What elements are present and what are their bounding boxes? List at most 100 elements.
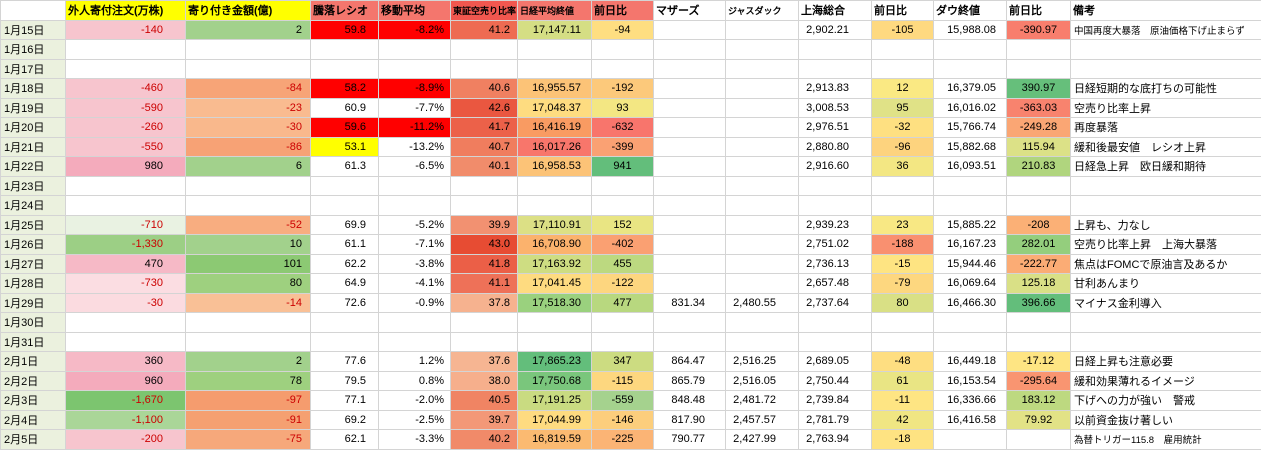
cell-short-sell-ratio[interactable] xyxy=(450,195,518,216)
cell-short-sell-ratio[interactable]: 40.2 xyxy=(450,429,518,450)
cell-dow-change[interactable]: 125.18 xyxy=(1006,273,1071,294)
col-header-shanghai[interactable]: 上海総合 xyxy=(798,0,872,21)
cell-moving-average[interactable]: -3.8% xyxy=(378,253,451,274)
cell-note[interactable]: 中国再度大暴落 原油価格下げ止まらず xyxy=(1070,19,1261,40)
cell-nikkei-close[interactable]: 16,017.26 xyxy=(517,136,592,157)
cell-updown-ratio[interactable]: 72.6 xyxy=(310,292,379,313)
cell-shanghai-change[interactable]: -79 xyxy=(871,273,934,294)
cell-jasdaq[interactable] xyxy=(725,273,799,294)
cell-foreign-orders[interactable]: -710 xyxy=(65,214,186,235)
cell-jasdaq[interactable] xyxy=(725,117,799,138)
cell-mothers[interactable] xyxy=(653,39,726,60)
cell-moving-average[interactable]: -7.7% xyxy=(378,97,451,118)
cell-date[interactable]: 2月2日 xyxy=(0,370,66,391)
cell-mothers[interactable]: 865.79 xyxy=(653,370,726,391)
cell-date[interactable]: 1月24日 xyxy=(0,195,66,216)
cell-nikkei-change[interactable] xyxy=(591,312,654,333)
cell-shanghai-change[interactable]: 80 xyxy=(871,292,934,313)
cell-dow-close[interactable]: 15,766.74 xyxy=(933,117,1007,138)
cell-shanghai[interactable]: 2,763.94 xyxy=(798,429,872,450)
cell-short-sell-ratio[interactable] xyxy=(450,58,518,79)
cell-mothers[interactable] xyxy=(653,331,726,352)
cell-jasdaq[interactable]: 2,427.99 xyxy=(725,429,799,450)
cell-shanghai-change[interactable]: 23 xyxy=(871,214,934,235)
cell-nikkei-close[interactable] xyxy=(517,175,592,196)
cell-mothers[interactable]: 790.77 xyxy=(653,429,726,450)
cell-nikkei-change[interactable] xyxy=(591,39,654,60)
cell-nikkei-close[interactable]: 17,163.92 xyxy=(517,253,592,274)
cell-note[interactable]: 空売り比率上昇 上海大暴落 xyxy=(1070,234,1261,255)
cell-nikkei-change[interactable]: -559 xyxy=(591,390,654,411)
cell-jasdaq[interactable] xyxy=(725,214,799,235)
col-header-opening-amount[interactable]: 寄り付き金額(億) xyxy=(185,0,311,21)
cell-note[interactable]: 上昇も、力なし xyxy=(1070,214,1261,235)
cell-date[interactable]: 1月18日 xyxy=(0,78,66,99)
cell-dow-change[interactable] xyxy=(1006,195,1071,216)
cell-moving-average[interactable]: -5.2% xyxy=(378,214,451,235)
cell-shanghai-change[interactable]: 42 xyxy=(871,409,934,430)
cell-jasdaq[interactable]: 2,516.05 xyxy=(725,370,799,391)
cell-foreign-orders[interactable] xyxy=(65,312,186,333)
cell-dow-close[interactable]: 16,093.51 xyxy=(933,156,1007,177)
cell-shanghai-change[interactable] xyxy=(871,175,934,196)
cell-shanghai-change[interactable]: -15 xyxy=(871,253,934,274)
cell-nikkei-change[interactable]: -402 xyxy=(591,234,654,255)
cell-updown-ratio[interactable] xyxy=(310,175,379,196)
cell-dow-change[interactable] xyxy=(1006,39,1071,60)
cell-foreign-orders[interactable]: -1,670 xyxy=(65,390,186,411)
cell-short-sell-ratio[interactable]: 40.1 xyxy=(450,156,518,177)
cell-dow-change[interactable]: -295.64 xyxy=(1006,370,1071,391)
cell-shanghai[interactable]: 2,751.02 xyxy=(798,234,872,255)
cell-nikkei-close[interactable] xyxy=(517,39,592,60)
cell-updown-ratio[interactable]: 77.1 xyxy=(310,390,379,411)
cell-date[interactable]: 1月21日 xyxy=(0,136,66,157)
cell-date[interactable]: 1月30日 xyxy=(0,312,66,333)
cell-jasdaq[interactable] xyxy=(725,58,799,79)
cell-mothers[interactable]: 848.48 xyxy=(653,390,726,411)
cell-opening-amount[interactable]: 2 xyxy=(185,351,311,372)
cell-shanghai-change[interactable] xyxy=(871,331,934,352)
cell-short-sell-ratio[interactable]: 41.8 xyxy=(450,253,518,274)
cell-opening-amount[interactable]: -14 xyxy=(185,292,311,313)
cell-updown-ratio[interactable]: 77.6 xyxy=(310,351,379,372)
cell-short-sell-ratio[interactable] xyxy=(450,331,518,352)
cell-shanghai[interactable]: 2,913.83 xyxy=(798,78,872,99)
cell-shanghai[interactable] xyxy=(798,175,872,196)
cell-updown-ratio[interactable]: 61.3 xyxy=(310,156,379,177)
cell-updown-ratio[interactable]: 69.9 xyxy=(310,214,379,235)
cell-date[interactable]: 1月27日 xyxy=(0,253,66,274)
col-header-short-sell-ratio[interactable]: 東証空売り比率 xyxy=(450,0,518,21)
cell-jasdaq[interactable]: 2,480.55 xyxy=(725,292,799,313)
cell-opening-amount[interactable] xyxy=(185,331,311,352)
cell-dow-change[interactable] xyxy=(1006,331,1071,352)
cell-foreign-orders[interactable]: -590 xyxy=(65,97,186,118)
cell-note[interactable]: 日経短期的な底打ちの可能性 xyxy=(1070,78,1261,99)
cell-updown-ratio[interactable]: 59.6 xyxy=(310,117,379,138)
cell-nikkei-close[interactable]: 17,865.23 xyxy=(517,351,592,372)
cell-nikkei-close[interactable]: 17,750.68 xyxy=(517,370,592,391)
cell-jasdaq[interactable] xyxy=(725,195,799,216)
cell-shanghai-change[interactable]: 36 xyxy=(871,156,934,177)
cell-updown-ratio[interactable] xyxy=(310,331,379,352)
col-header-shanghai-change[interactable]: 前日比 xyxy=(871,0,934,21)
cell-shanghai-change[interactable]: -188 xyxy=(871,234,934,255)
cell-shanghai[interactable]: 2,736.13 xyxy=(798,253,872,274)
cell-note[interactable]: 甘利あんまり xyxy=(1070,273,1261,294)
cell-opening-amount[interactable]: -23 xyxy=(185,97,311,118)
cell-moving-average[interactable]: -8.9% xyxy=(378,78,451,99)
cell-dow-change[interactable]: -222.77 xyxy=(1006,253,1071,274)
cell-moving-average[interactable] xyxy=(378,39,451,60)
cell-foreign-orders[interactable]: -140 xyxy=(65,19,186,40)
cell-dow-change[interactable]: 282.01 xyxy=(1006,234,1071,255)
cell-note[interactable]: 以前資金抜け著しい xyxy=(1070,409,1261,430)
cell-dow-close[interactable]: 15,988.08 xyxy=(933,19,1007,40)
cell-date[interactable]: 1月29日 xyxy=(0,292,66,313)
cell-shanghai-change[interactable]: -105 xyxy=(871,19,934,40)
cell-nikkei-change[interactable]: -94 xyxy=(591,19,654,40)
cell-nikkei-close[interactable]: 16,955.57 xyxy=(517,78,592,99)
cell-nikkei-close[interactable]: 17,044.99 xyxy=(517,409,592,430)
cell-jasdaq[interactable] xyxy=(725,39,799,60)
cell-dow-change[interactable] xyxy=(1006,312,1071,333)
cell-moving-average[interactable] xyxy=(378,195,451,216)
cell-jasdaq[interactable]: 2,516.25 xyxy=(725,351,799,372)
